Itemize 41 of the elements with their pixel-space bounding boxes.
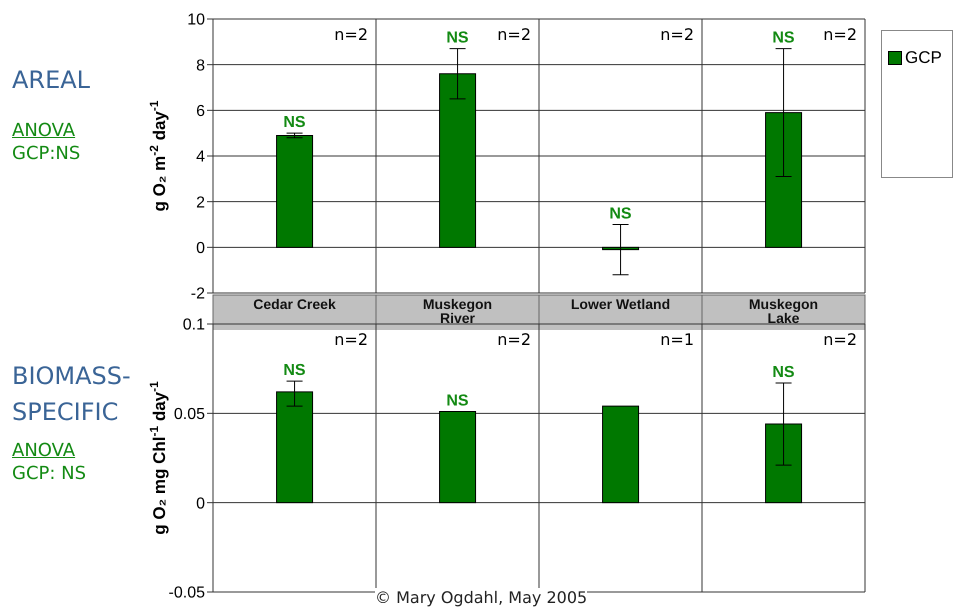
y-tick-label: 8: [196, 57, 206, 74]
x-tick-label: Cedar Creek: [253, 296, 336, 312]
y-tick-label: 2: [196, 194, 206, 212]
y-tick-label: 4: [196, 148, 206, 166]
text: GCP:NS: [12, 143, 80, 164]
bar: [276, 134, 314, 248]
annotation: NS: [772, 30, 795, 47]
text: BIOMASS-SPECIFIC: [12, 361, 131, 428]
text: AREAL: [12, 66, 90, 94]
annotation: NS: [283, 114, 306, 132]
y-tick-label: 0: [196, 240, 206, 258]
annotation: n=2: [334, 25, 368, 44]
annotation: n=2: [497, 330, 531, 349]
x-tick-label: Muskegon Lake: [748, 296, 818, 326]
annotation: NS: [283, 362, 306, 380]
annotation: n=2: [823, 330, 857, 349]
y-tick-label: 6: [196, 103, 206, 120]
annotation: n=1: [660, 330, 694, 349]
y-tick-label: 0.05: [174, 406, 206, 424]
annotation: NS: [446, 392, 469, 410]
y-tick-label: -0.05: [168, 584, 206, 602]
annotation: n=2: [334, 330, 368, 349]
annotation: © Mary Ogdahl, May 2005: [375, 588, 588, 607]
bar: [602, 406, 640, 504]
legend-label: GCP: [905, 48, 942, 68]
x-tick-label: Muskegon River: [422, 296, 492, 326]
y-tick-label: 10: [187, 12, 206, 29]
y-tick-label: 0: [196, 495, 206, 512]
annotation: n=2: [823, 25, 857, 44]
annotation: NS: [772, 364, 795, 381]
x-tick-label: Lower Wetland: [570, 296, 670, 312]
text: ANOVA: [12, 440, 76, 461]
y-tick-label: 0.1: [182, 316, 206, 334]
text: ANOVA: [12, 120, 76, 141]
y-tick-label: -2: [190, 286, 206, 303]
annotation: n=2: [660, 25, 694, 44]
annotation: NS: [446, 30, 469, 47]
annotation: NS: [609, 206, 632, 222]
bar: [439, 411, 476, 504]
annotation: n=2: [497, 25, 531, 44]
text: GCP: NS: [12, 463, 86, 484]
